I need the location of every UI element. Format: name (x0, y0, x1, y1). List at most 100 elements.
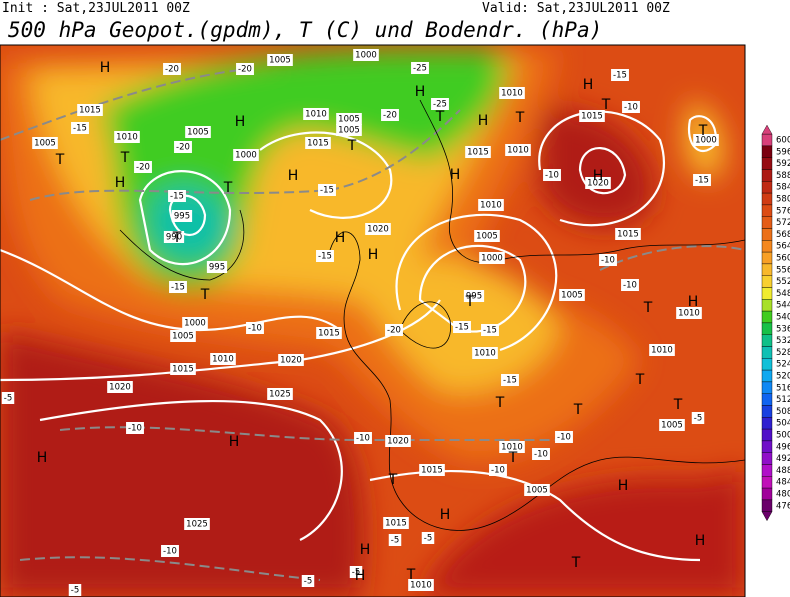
temperature-label-group: -5 (1, 392, 15, 404)
colorbar-label: 536 (776, 324, 790, 334)
isobar-label: 1015 (307, 139, 329, 149)
isobar-label: 1020 (280, 356, 302, 366)
temperature-label: -10 (624, 103, 638, 113)
isobar-label-group: 1000 (479, 252, 505, 264)
isobar-label-group: 1020 (278, 354, 304, 366)
temperature-label-box (421, 532, 435, 544)
temperature-label-group: -20 (385, 324, 403, 336)
isobar-label: 1010 (410, 581, 432, 591)
pressure-center: H (415, 84, 426, 100)
temperature-label-group: -5 (301, 575, 315, 587)
colorbar-label: 512 (776, 395, 790, 405)
pressure-center: H (235, 114, 246, 130)
isobar-label: 1020 (387, 437, 409, 447)
temperature-label-group: -15 (169, 281, 187, 293)
isobar-label-box (385, 435, 411, 447)
map-title: 500 hPa Geopot.(gpdm), T (C) und Bodendr… (8, 18, 602, 42)
colorbar-swatch (761, 310, 773, 324)
isobar-label-group: 1010 (408, 579, 434, 591)
isobar-label: 1015 (385, 519, 407, 529)
isobar-label-box (353, 49, 379, 61)
pressure-center: H (695, 533, 706, 549)
pressure-center: H (450, 167, 461, 183)
isobar-label-box (170, 363, 196, 375)
pressure-center: T (172, 230, 182, 246)
isobar-label-group: 1010 (478, 199, 504, 211)
colorbar-label: 476 (776, 501, 790, 511)
temperature-label-box (622, 101, 640, 113)
colorbar-swatch (761, 381, 773, 394)
temperature-label-box (316, 250, 334, 262)
isobar-label-box (171, 210, 193, 222)
pressure-center: T (200, 287, 210, 303)
colorbar-swatch (761, 192, 773, 206)
isobar-label: 1000 (355, 51, 377, 61)
colorbar-swatch (761, 346, 773, 359)
isobar-label-box (419, 464, 445, 476)
temperature-label: -10 (163, 547, 177, 557)
temperature-label: -15 (73, 124, 87, 134)
isobar-label: 1010 (501, 443, 523, 453)
isobar-label-group: 1010 (499, 441, 525, 453)
isobar-label-group: 1025 (184, 518, 210, 530)
isobar-label: 1010 (480, 201, 502, 211)
colorbar-label: 488 (776, 466, 790, 476)
temperature-label-box (481, 324, 499, 336)
temperature-label-box (349, 566, 363, 578)
isobar-label: 1025 (186, 520, 208, 530)
temperature-label-box (691, 412, 705, 424)
isobar-label-group: 1005 (267, 54, 293, 66)
temperature-label: -10 (601, 256, 615, 266)
isobar-label-box (472, 347, 498, 359)
isobar-label-box (463, 290, 485, 302)
colorbar-swatch (761, 263, 773, 276)
colorbar-swatch (761, 452, 773, 465)
temperature-label-group: -20 (134, 161, 152, 173)
pressure-center: H (688, 294, 699, 310)
colorbar-swatch (761, 240, 773, 253)
isobar-label-group: 1005 (559, 289, 585, 301)
temperature-label-group: -10 (489, 464, 507, 476)
temperature-label-box (246, 322, 264, 334)
isobar-label-group: 1015 (465, 146, 491, 158)
pressure-center: H (583, 77, 594, 93)
isobar-label-box (383, 517, 409, 529)
isobar-label-box (676, 307, 702, 319)
pressure-center: T (435, 109, 445, 125)
valid-time: Valid: Sat,23JUL2011 00Z (482, 1, 670, 16)
isobar-label-group: 1005 (32, 137, 58, 149)
temperature-label-group: -5 (421, 532, 435, 544)
temperature-label-box (163, 63, 181, 75)
isobar-label: 1005 (34, 139, 56, 149)
temperature-label-box (301, 575, 315, 587)
temperature-label-box (236, 63, 254, 75)
temperature-label-group: -10 (621, 279, 639, 291)
isobar-label-group: 1000 (182, 317, 208, 329)
isobar-label-box (559, 289, 585, 301)
temperature-label-group: -15 (318, 184, 336, 196)
temperature-label-box (1, 392, 15, 404)
isobar-label-box (267, 388, 293, 400)
temperature-label: -10 (545, 171, 559, 181)
colorbar-swatch (761, 440, 773, 453)
pressure-center: T (635, 372, 645, 388)
colorbar-cap-bottom (761, 511, 773, 522)
isobar-label-box (170, 330, 196, 342)
isobar-label-box (365, 223, 391, 235)
temperature-label-group: -25 (431, 98, 449, 110)
temperature-label-group: -15 (501, 374, 519, 386)
temperature-label-box (555, 431, 573, 443)
map-frame (0, 44, 746, 597)
colorbar-swatch (761, 476, 773, 489)
isobar-label: 1010 (507, 146, 529, 156)
colorbar-swatch (761, 464, 773, 477)
colorbar-label: 516 (776, 383, 790, 393)
isobar-label: 1015 (467, 148, 489, 158)
temperature-label-group: -10 (354, 432, 372, 444)
temperature-label-box (431, 98, 449, 110)
temperature-label-group: -10 (543, 169, 561, 181)
pressure-center: T (55, 152, 65, 168)
temperature-label: -15 (503, 376, 517, 386)
isobar-label: 1005 (526, 486, 548, 496)
temperature-label: -10 (356, 434, 370, 444)
